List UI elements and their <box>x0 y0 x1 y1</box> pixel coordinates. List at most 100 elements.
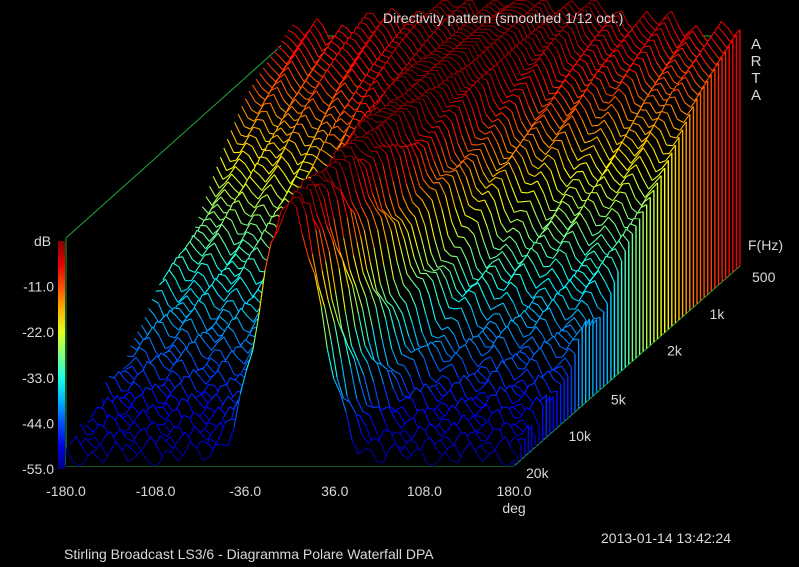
trace-segment <box>384 429 391 433</box>
trace-segment <box>315 117 322 123</box>
trace-segment <box>424 383 433 393</box>
trace-segment <box>425 119 433 128</box>
trace-segment <box>620 133 627 138</box>
trace-segment <box>483 394 491 408</box>
trace-segment <box>333 134 341 142</box>
trace-segment <box>645 52 654 69</box>
trace-segment <box>674 96 682 111</box>
trace-segment <box>130 345 138 351</box>
trace-segment <box>221 395 229 407</box>
trace-segment <box>401 406 409 417</box>
trace-segment <box>467 227 475 235</box>
trace-segment <box>549 344 557 358</box>
trace-segment <box>683 30 691 37</box>
trace-segment <box>271 214 278 218</box>
trace-segment <box>248 155 256 167</box>
trace-segment <box>112 402 121 416</box>
trace-segment <box>599 108 606 112</box>
trace-segment <box>477 142 485 146</box>
trace-segment <box>565 193 573 198</box>
trace-segment <box>447 421 455 432</box>
trace-segment <box>260 96 269 107</box>
trace-segment <box>541 296 549 308</box>
trace-segment <box>252 169 260 176</box>
trace-segment <box>140 324 149 336</box>
trace-segment <box>496 9 503 14</box>
trace-segment <box>144 316 152 327</box>
trace-segment <box>299 197 307 214</box>
trace-segment <box>345 411 353 441</box>
trace-segment <box>234 121 242 136</box>
trace-segment <box>168 269 176 279</box>
trace-segment <box>418 134 426 138</box>
trace-segment <box>608 199 617 210</box>
trace-segment <box>562 123 569 128</box>
trace-segment <box>429 167 438 180</box>
trace-segment <box>213 422 221 431</box>
trace-segment <box>327 189 335 219</box>
trace-segment <box>617 170 625 179</box>
trace-segment <box>682 36 690 43</box>
trace-segment <box>679 121 687 131</box>
trace-segment <box>225 350 233 361</box>
trace-segment <box>581 13 590 30</box>
trace-segment <box>494 124 502 135</box>
trace-segment <box>543 3 551 17</box>
trace-segment <box>567 3 576 13</box>
trace-segment <box>505 155 513 163</box>
trace-segment <box>512 94 520 98</box>
trace-segment <box>625 228 633 235</box>
trace-segment <box>432 125 439 129</box>
trace-segment <box>424 225 432 254</box>
trace-segment <box>524 309 532 320</box>
trace-segment <box>369 262 378 291</box>
trace-segment <box>461 31 469 38</box>
trace-segment <box>461 358 469 376</box>
trace-segment <box>252 311 261 323</box>
trace-segment <box>378 406 386 423</box>
trace-segment <box>510 218 518 224</box>
trace-segment <box>211 327 220 337</box>
trace-segment <box>260 156 267 159</box>
trace-segment <box>139 347 147 353</box>
trace-segment <box>244 98 253 111</box>
trace-segment <box>358 85 366 91</box>
trace-segment <box>239 370 247 395</box>
trace-segment <box>459 344 466 349</box>
trace-segment <box>505 391 513 405</box>
trace-segment <box>355 62 363 72</box>
trace-segment <box>127 381 135 392</box>
colorbar-gradient <box>58 241 65 469</box>
trace-segment <box>515 393 523 398</box>
trace-segment <box>447 326 455 336</box>
trace-segment <box>628 128 636 133</box>
trace-segment <box>373 381 381 409</box>
trace-segment <box>482 12 490 20</box>
trace-segment <box>447 166 454 171</box>
trace-segment <box>391 7 399 14</box>
trace-segment <box>557 91 565 100</box>
trace-segment <box>486 313 494 321</box>
trace-segment <box>586 198 594 203</box>
trace-segment <box>344 177 353 203</box>
trace-segment <box>227 284 235 293</box>
trace-segment <box>290 39 298 48</box>
trace-segment <box>433 73 441 87</box>
trace-segment <box>499 85 507 98</box>
trace-segment <box>228 166 236 176</box>
trace-segment <box>671 11 679 25</box>
trace-segment <box>195 249 203 257</box>
trace-segment <box>215 224 223 235</box>
trace-segment <box>348 288 356 328</box>
trace-segment <box>591 270 599 279</box>
trace-segment <box>119 412 126 417</box>
trace-segment <box>501 360 509 370</box>
trace-segment <box>652 95 661 107</box>
trace-segment <box>498 258 506 271</box>
trace-segment <box>533 264 541 278</box>
trace-segment <box>585 9 593 25</box>
trace-segment <box>145 387 152 390</box>
trace-segment <box>378 296 387 319</box>
trace-segment <box>634 44 642 51</box>
trace-segment <box>86 433 93 436</box>
